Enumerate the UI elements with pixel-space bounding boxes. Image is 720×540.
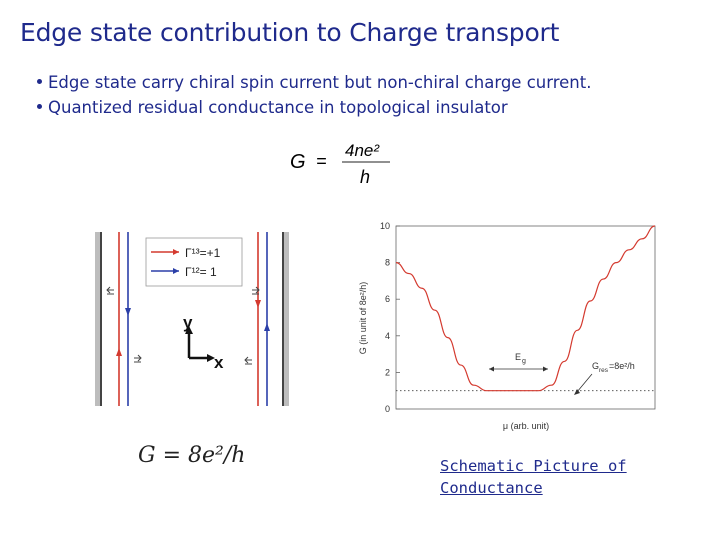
bullet-text: Edge state carry chiral spin current but… [48,73,592,92]
bullet-list: Edge state carry chiral spin current but… [37,70,591,120]
slide-title: Edge state contribution to Charge transp… [20,18,560,47]
annotation-eg: E [515,352,521,362]
left-wall-hatch [95,232,102,406]
spin-arrow-icon [106,286,114,295]
bullet-text: Quantized residual conductance in topolo… [48,98,508,117]
conductance-curve [395,225,656,392]
equation-lhs: G [290,151,306,173]
annotation-gres-sub: res [599,367,609,374]
equation-bottom: G = 8e²/h [138,443,246,468]
plot-frame [395,225,656,410]
equation-operator: = [316,151,327,171]
right-wall-hatch [282,232,289,406]
axis-x-label: x [214,353,224,372]
y-axis-label: G (in unit of 8e²/h) [358,282,368,355]
annotation-gres-value: =8e²/h [609,361,635,371]
gres-pointer [576,373,593,393]
annotation-eg-sub: g [522,358,526,365]
axis-y-label: y [183,313,193,332]
spin-arrow-icon [252,286,260,295]
y-tick-label: 0 [385,404,390,414]
link-line[interactable]: Schematic Picture of [440,457,627,475]
equation-denominator: h [360,167,370,187]
y-tick-label: 8 [385,258,390,268]
arrow-down-icon [255,300,261,308]
link-line[interactable]: Conductance [440,479,543,497]
y-tick-label: 2 [385,367,390,377]
bullet-dot-icon [37,104,42,109]
equation-numerator: 4ne² [345,141,380,160]
y-tick-label: 10 [380,222,390,231]
legend-label: Γ¹²= 1 [185,265,217,279]
legend-box [145,237,243,287]
conductance-link[interactable]: Schematic Picture of Conductance [440,455,627,499]
bullet-dot-icon [37,79,42,84]
y-tick-label: 4 [385,331,390,341]
legend-label: Γ¹³=+1 [185,246,221,260]
conductance-chart: 0 2 4 6 8 10 G (in unit of 8e²/h) μ (arb. uni… [358,222,656,431]
x-axis-label: μ (arb. unit) [503,421,549,431]
y-tick-label: 6 [385,294,390,304]
spin-arrow-icon [134,354,142,363]
bullet-item: Edge state carry chiral spin current but… [37,70,591,95]
annotation-gres: G [592,361,599,371]
edge-state-diagram: Γ¹³=+1 Γ¹²= 1 y x [95,232,289,406]
arrow-down-icon [125,308,131,316]
arrow-up-icon [264,323,270,331]
equation-top: G = 4ne² h [290,141,390,187]
bullet-item: Quantized residual conductance in topolo… [37,95,591,120]
arrow-up-icon [116,348,122,356]
spin-arrow-icon [244,356,252,365]
